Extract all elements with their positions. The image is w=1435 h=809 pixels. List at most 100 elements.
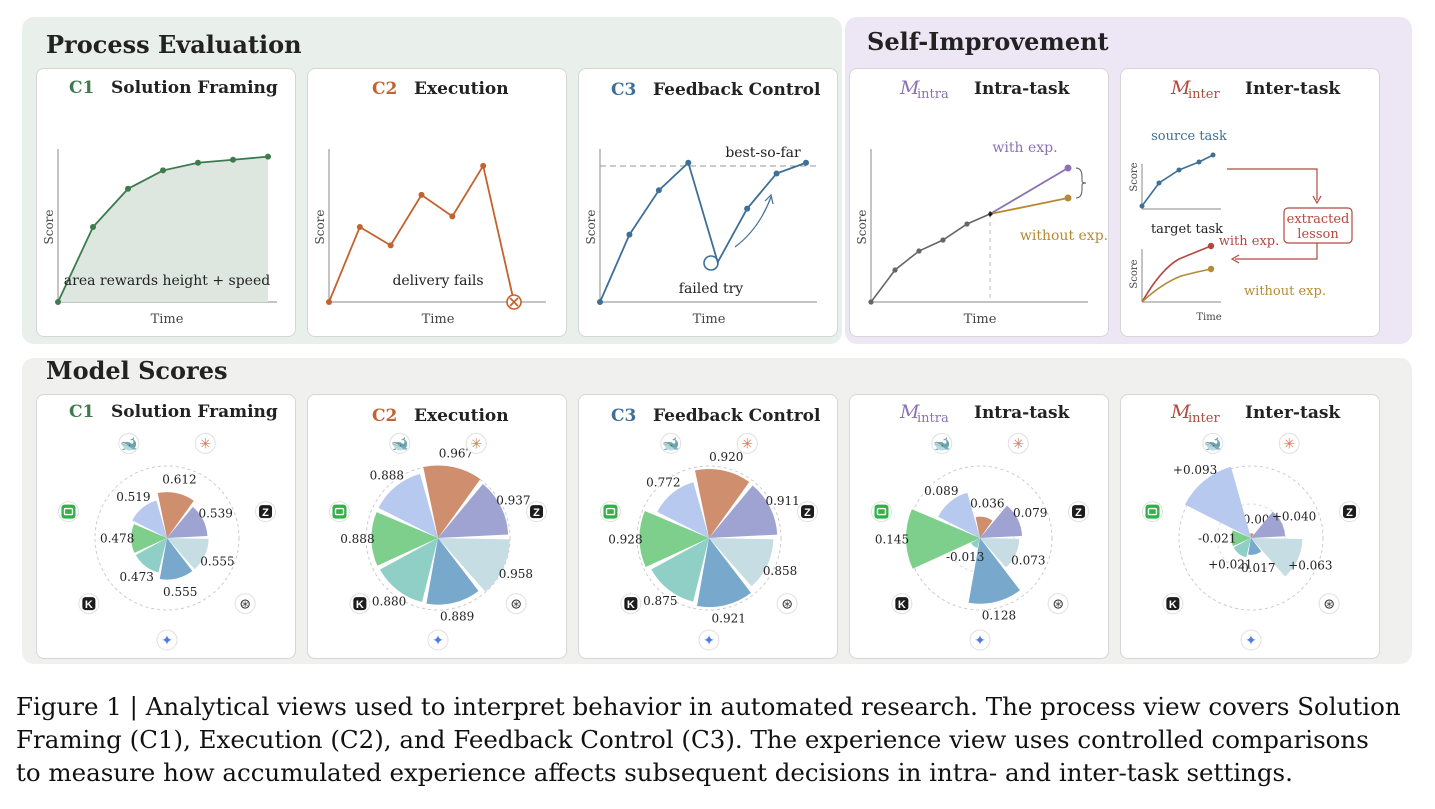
failed-try-label: failed try [679,281,743,297]
intra-task-card: M intra Intra-task Score Time with exp. … [849,68,1109,337]
svg-text:⊛: ⊛ [1052,597,1064,613]
svg-text:✳: ✳ [1012,436,1024,452]
c1-process-card: C1 Solution Framing Score Time area rewa… [36,68,296,337]
anthropic-icon: ✳ [736,432,758,454]
kimi-icon: K [1162,593,1184,615]
radial-bar [709,538,774,587]
svg-text:🐋: 🐋 [120,436,137,452]
data-point [195,159,201,166]
radial-bar [694,469,750,538]
radial-bar [970,538,980,548]
data-point [55,299,61,305]
svg-text:✦: ✦ [161,633,173,649]
svg-text:Z: Z [804,507,811,519]
value-label: 0.967 [439,446,473,460]
y-axis-label: Score [313,209,327,244]
radial-bar [968,538,1020,604]
inter-title: Inter-task [1245,403,1341,423]
without-exp-label: without exp. [1020,228,1108,244]
process-evaluation-title: Process Evaluation [46,30,302,59]
score-line [599,161,807,303]
qwen-icon [599,501,621,523]
svg-text:🐋: 🐋 [662,436,679,452]
guide-circle [94,465,240,611]
svg-text:⊛: ⊛ [510,597,522,613]
x-axis-label: Time [422,312,455,327]
c2-tag: C2 [372,79,397,99]
radial-bar [1251,538,1303,577]
svg-text:⊛: ⊛ [1323,597,1335,613]
radial-bar [167,506,208,538]
svg-text:Z: Z [1075,507,1082,519]
value-label: +0.093 [1173,463,1217,477]
value-label: 0.888 [340,532,374,546]
svg-text:🐋: 🐋 [1204,436,1221,452]
gap-brace [1075,167,1087,199]
m-inter-subscript: inter [1188,411,1220,426]
with-exp-point [1064,164,1072,172]
c3-process-plot: C3 Feedback Control best-so-far Score Ti… [584,80,821,327]
svg-text:K: K [627,599,635,611]
svg-text:✦: ✦ [974,633,986,649]
lesson-line2: lesson [1297,227,1339,242]
value-label: 0.478 [100,532,134,546]
m-inter-subscript: inter [1188,87,1220,102]
c2-scores-card: C2 Execution 0.967 0.937 0.958 0.889 0.880 0.… [307,394,567,659]
c2-process-plot: C2 Execution Score Time delivery fails [313,79,546,327]
zhipu-icon: Z [797,501,819,523]
c3-title: Feedback Control [653,406,821,426]
target-without-curve [1141,268,1212,303]
c2-annotation: delivery fails [392,273,483,289]
zero-circle [1216,503,1286,573]
target-x-label: Time [1196,312,1221,323]
data-point [230,156,236,163]
data-point [449,213,456,220]
radial-bar [159,538,193,580]
target-task-label: target task [1151,222,1223,237]
data-point [265,153,271,160]
anthropic-icon: ✳ [194,432,216,454]
svg-text:✦: ✦ [1245,633,1257,649]
svg-text:✦: ✦ [703,633,715,649]
intra-scores-card: M intra Intra-task 0.036 0.079 0.073 0.128 -… [849,394,1109,659]
gemini-icon: ✦ [698,629,720,651]
with-exp-label: with exp. [1219,234,1280,249]
inter-radial-chart: M inter Inter-task +0.001+0.040+0.0630.0… [1141,401,1361,651]
m-intra-symbol: M [899,401,920,423]
gemini-icon: ✦ [1240,629,1262,651]
radial-bar [378,473,438,538]
gemini-icon: ✦ [156,629,178,651]
inter-radial-bars: +0.001+0.040+0.0630.017+0.021-0.021+0.09… [1141,432,1361,651]
qwen-icon [328,501,350,523]
target-with-point [1207,242,1215,250]
svg-text:Z: Z [262,507,269,519]
c2-process-card: C2 Execution Score Time delivery fails [307,68,567,337]
radial-bar [167,538,209,570]
radial-bar [426,538,479,605]
svg-text:🐋: 🐋 [933,436,950,452]
svg-text:K: K [1169,599,1177,611]
radial-bar [975,516,993,538]
value-label: 0.888 [370,469,404,483]
c1-process-plot: C1 Solution Framing Score Time area rewa… [42,78,278,327]
value-label: 0.875 [643,594,677,608]
svg-text:✳: ✳ [1283,436,1295,452]
radial-bar [651,538,709,602]
c1-title: Solution Framing [111,402,278,422]
svg-text:K: K [356,599,364,611]
value-label: 0.128 [982,609,1016,623]
radial-bar [1184,466,1251,538]
m-inter-symbol: M [1170,77,1191,99]
intra-title: Intra-task [974,79,1071,99]
zero-circle [945,503,1015,573]
zhipu-icon: Z [526,501,548,523]
radial-bar [438,483,509,538]
guide-circle [907,465,1053,611]
anthropic-icon: ✳ [1007,432,1029,454]
c2-radial-chart: C2 Execution 0.9670.9370.9580.8890.8800.… [328,406,548,651]
value-label: 0.555 [200,554,234,568]
guide-circle [1178,465,1324,611]
value-label: 0.928 [608,532,642,546]
zhipu-icon: Z [255,501,277,523]
caption-line-3: to measure how accumulated experience af… [16,758,1293,787]
